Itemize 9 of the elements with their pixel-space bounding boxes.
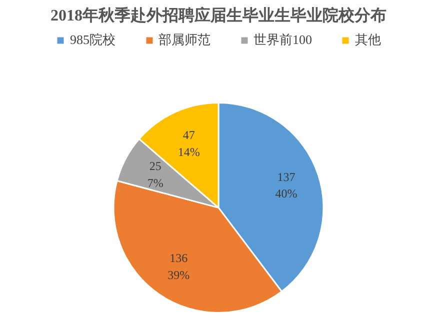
chart-title: 2018年秋季赴外招聘应届生毕业生毕业院校分布 xyxy=(50,6,386,24)
data-label: 25 7% xyxy=(147,159,164,190)
legend-label: 其他 xyxy=(355,31,381,49)
data-label: 136 39% xyxy=(168,250,190,282)
legend-label: 985院校 xyxy=(70,31,116,49)
legend-label: 部属师范 xyxy=(158,31,210,49)
legend-label: 世界前100 xyxy=(254,31,312,49)
data-label: 137 40% xyxy=(275,170,298,201)
data-label: 47 14% xyxy=(178,128,200,159)
